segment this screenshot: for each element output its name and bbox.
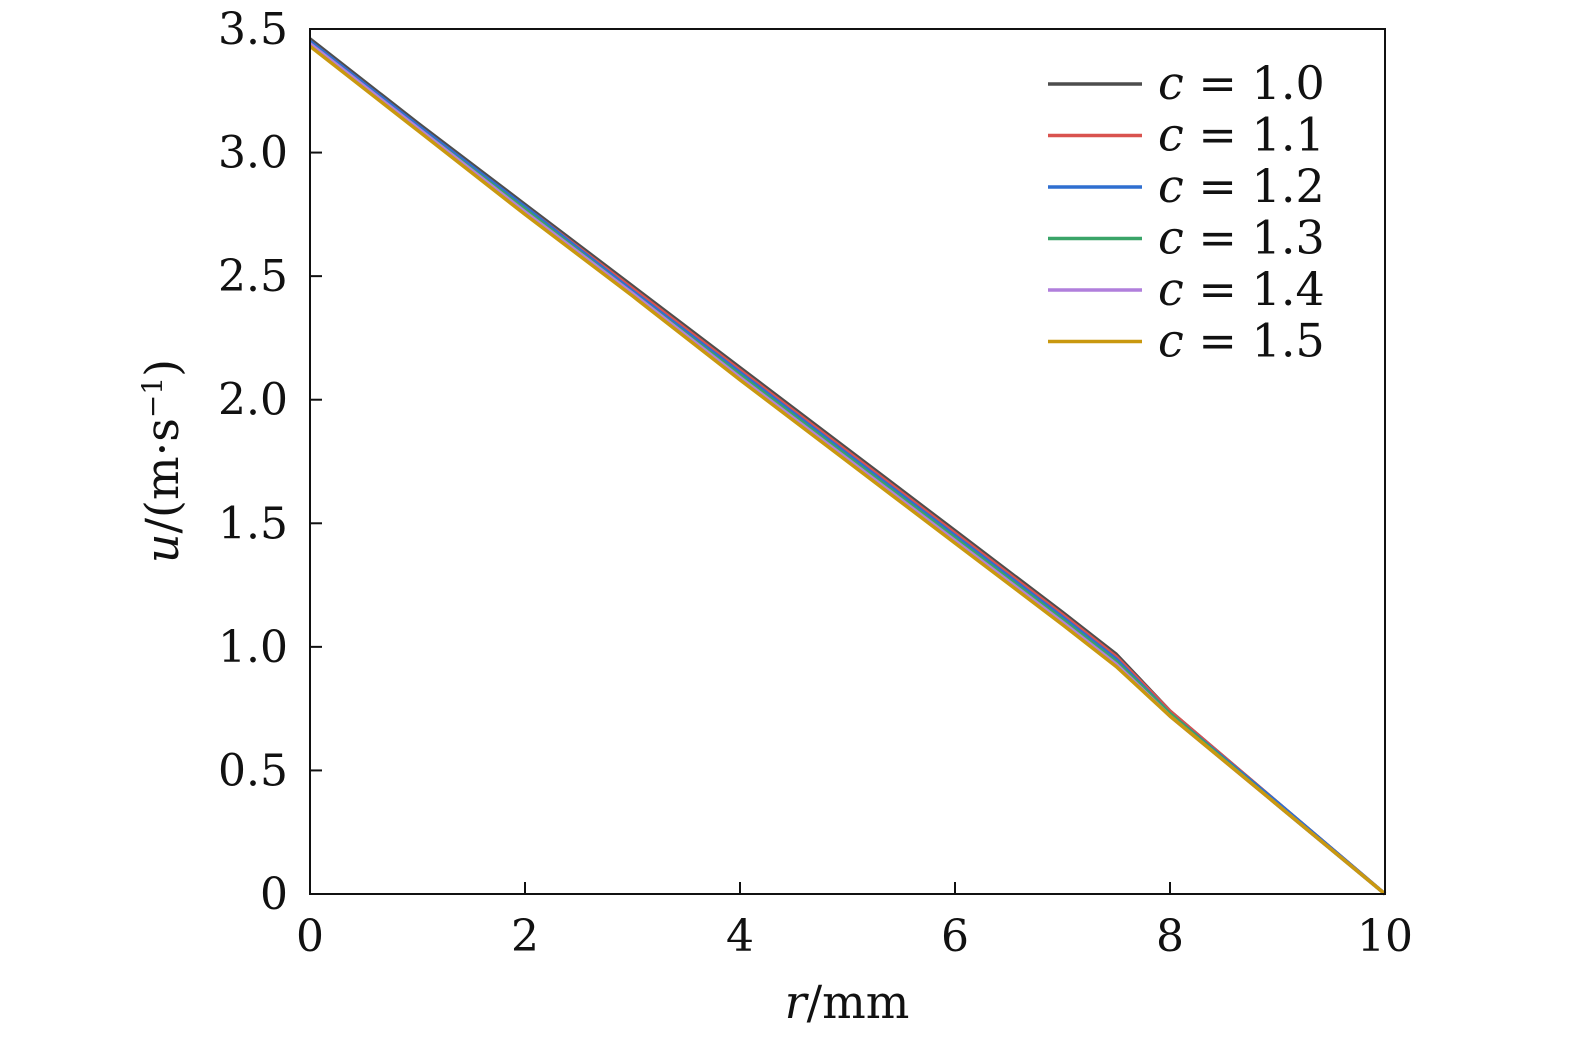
y-axis-label: u/(m·s−1) bbox=[135, 359, 189, 563]
y-tick-label: 3.5 bbox=[218, 4, 288, 55]
x-tick-label: 10 bbox=[1357, 911, 1413, 962]
x-axis-variable: r bbox=[785, 975, 810, 1029]
y-tick-label: 0.5 bbox=[218, 745, 288, 796]
legend-label: c = 1.3 bbox=[1158, 211, 1325, 265]
y-tick-label: 1.5 bbox=[218, 498, 288, 549]
series-layer bbox=[308, 37, 1387, 896]
legend-label: c = 1.2 bbox=[1158, 159, 1325, 213]
legend-label: c = 1.0 bbox=[1158, 56, 1325, 110]
ticks-layer: 0 2 4 6 8 10 0 0.5 1.0 1.5 2.0 2.5 3.0 3.5 bbox=[218, 4, 1413, 962]
series-line-6 bbox=[308, 44, 1387, 896]
y-axis-unit-exponent: −1 bbox=[136, 377, 169, 418]
legend-label: c = 1.4 bbox=[1158, 262, 1325, 316]
y-axis-variable: u bbox=[135, 533, 189, 563]
x-axis-label: r/mm bbox=[785, 975, 910, 1029]
y-axis-unit-close: ) bbox=[135, 359, 189, 377]
y-tick-label: 2.5 bbox=[218, 251, 288, 302]
legend: c = 1.0c = 1.1c = 1.2c = 1.3c = 1.4c = 1… bbox=[1048, 56, 1325, 368]
legend-label: c = 1.5 bbox=[1158, 314, 1325, 368]
y-tick-label: 2.0 bbox=[218, 375, 288, 426]
y-tick-label: 0 bbox=[260, 869, 288, 920]
y-axis-unit: /(m·s bbox=[135, 418, 189, 533]
x-tick-label: 6 bbox=[941, 911, 969, 962]
x-tick-label: 0 bbox=[296, 911, 324, 962]
x-tick-label: 2 bbox=[511, 911, 539, 962]
x-tick-label: 4 bbox=[726, 911, 754, 962]
x-tick-label: 8 bbox=[1156, 911, 1184, 962]
legend-label: c = 1.1 bbox=[1158, 108, 1325, 162]
plot-frame bbox=[309, 28, 1386, 895]
x-axis-unit: /mm bbox=[807, 975, 910, 1029]
y-tick-label: 1.0 bbox=[218, 622, 288, 673]
y-tick-label: 3.0 bbox=[218, 128, 288, 179]
